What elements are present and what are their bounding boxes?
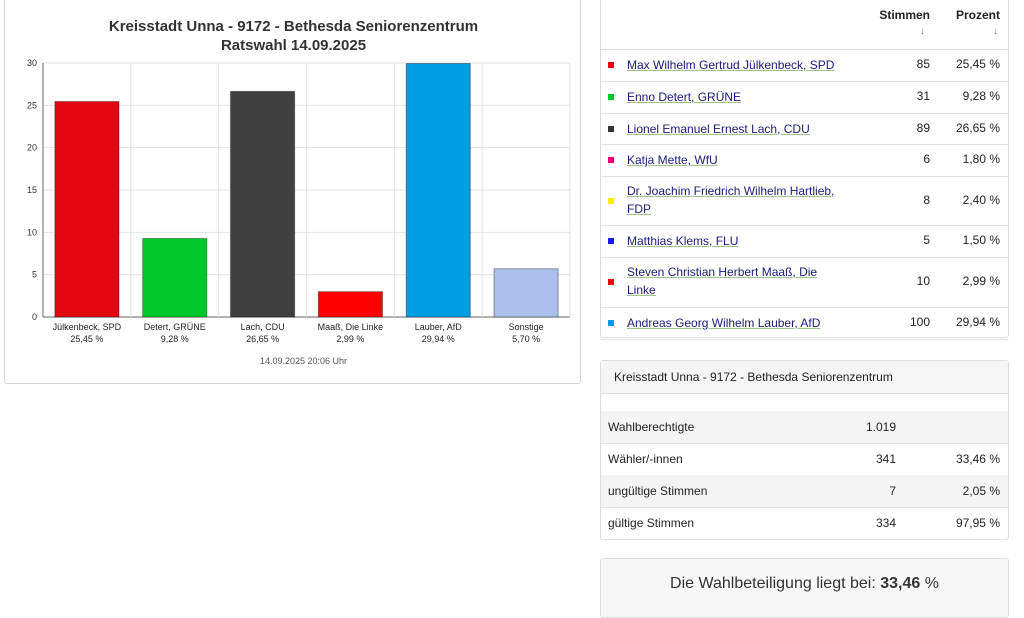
candidate-link[interactable]: Lionel Emanuel Ernest Lach, CDU: [627, 121, 810, 136]
x-tick-label: Lach, CDU: [241, 322, 285, 332]
party-color-swatch: [608, 157, 614, 163]
bar-value-label: 5,70 %: [512, 334, 540, 344]
y-tick-label: 10: [27, 227, 37, 237]
y-tick-label: 0: [32, 312, 37, 322]
chart-timestamp: 14.09.2025 20:06 Uhr: [259, 356, 348, 366]
results-header: Stimmen Prozent ↓ ↓: [601, 0, 1008, 50]
result-row: Matthias Klems, FLU 5 1,50 %: [601, 225, 1008, 258]
stats-panel: Kreisstadt Unna - 9172 - Bethesda Senior…: [600, 360, 1009, 540]
party-color-swatch: [608, 238, 614, 244]
result-row: Max Wilhelm Gertrud Jülkenbeck, SPD 85 25,…: [601, 49, 1008, 82]
bar: [405, 63, 471, 318]
bar-value-label: 25,45 %: [70, 334, 103, 344]
candidate-votes: 6: [923, 152, 930, 166]
result-row: Katja Mette, WfU 6 1,80 %: [601, 144, 1008, 177]
candidate-percent: 1,80 %: [962, 152, 1000, 166]
stats-value: 341: [875, 452, 896, 466]
chart-title: Kreisstadt Unna - 9172 - Bethesda Senior…: [5, 17, 582, 55]
bar: [230, 90, 296, 318]
candidate-link[interactable]: Matthias Klems, FLU: [627, 234, 739, 248]
chart-title-line1: Kreisstadt Unna - 9172 - Bethesda Senior…: [108, 18, 479, 35]
result-row: Enno Detert, GRÜNE 31 9,28 %: [601, 81, 1008, 114]
candidate-link[interactable]: Katja Mette, WfU: [627, 153, 718, 167]
bar-value-label: 29,94 %: [422, 334, 455, 344]
candidate-link[interactable]: Max Wilhelm Gertrud Jülkenbeck, SPD: [627, 58, 835, 72]
stats-label: Wahlberechtigte: [608, 420, 695, 434]
candidate-votes: 31: [916, 89, 930, 103]
y-tick-label: 20: [27, 143, 37, 153]
bar-value-label: 26,65 %: [246, 334, 279, 344]
stats-row: gültige Stimmen 334 97,95 %: [601, 507, 1008, 540]
chart-panel: Kreisstadt Unna - 9172 - Bethesda Senior…: [4, 0, 581, 384]
stats-row: ungültige Stimmen 7 2,05 %: [601, 475, 1008, 508]
x-tick-label: Jülkenbeck, SPD: [53, 322, 122, 332]
turnout-box: Die Wahlbeteiligung liegt bei: 33,46 %: [600, 558, 1009, 618]
candidate-votes: 8: [923, 192, 930, 207]
stats-percent: 2,05 %: [962, 484, 1000, 498]
candidate-link[interactable]: Steven Christian Herbert Maaß, Die Linke: [627, 265, 818, 297]
result-row: Steven Christian Herbert Maaß, Die Linke…: [601, 257, 1008, 308]
candidate-votes: 85: [916, 57, 930, 71]
party-color-swatch: [608, 62, 614, 68]
candidate-percent: 25,45 %: [955, 57, 1000, 71]
y-tick-label: 25: [27, 100, 37, 110]
stats-value: 334: [875, 516, 896, 530]
x-tick-label: Sonstige: [509, 322, 544, 332]
stats-title: Kreisstadt Unna - 9172 - Bethesda Senior…: [601, 361, 1008, 394]
stats-percent: 33,46 %: [955, 452, 1000, 466]
candidate-percent: 2,40 %: [962, 192, 1000, 207]
stats-label: ungültige Stimmen: [608, 484, 708, 498]
bar-value-label: 9,28 %: [161, 334, 189, 344]
x-tick-label: Lauber, AfD: [415, 322, 463, 332]
party-color-swatch: [608, 125, 614, 132]
col-percent-header[interactable]: Prozent: [955, 8, 1000, 22]
bar: [54, 101, 120, 318]
x-tick-label: Detert, GRÜNE: [144, 322, 206, 332]
turnout-value: 33,46: [880, 575, 921, 592]
stats-row: Wahlberechtigte 1.019: [601, 411, 1008, 444]
turnout-unit: %: [924, 575, 939, 592]
candidate-link[interactable]: Dr. Joachim Friedrich Wilhelm Hartlieb, …: [627, 184, 835, 216]
candidate-link[interactable]: Enno Detert, GRÜNE: [627, 90, 742, 104]
result-row: Dr. Joachim Friedrich Wilhelm Hartlieb, …: [601, 176, 1008, 226]
candidate-votes: 5: [923, 233, 930, 247]
chart-title-line2: Ratswahl 14.09.2025: [220, 37, 367, 54]
results-table: Stimmen Prozent ↓ ↓ Max Wilhelm Gertrud …: [600, 0, 1009, 340]
bar-chart: 0 5 10 15 20 25 30 Jülkenbeck, SPD 25,45 % Detert…: [27, 58, 571, 344]
result-row: Lionel Emanuel Ernest Lach, CDU 89 26,65 %: [601, 113, 1008, 145]
y-tick-label: 15: [27, 185, 37, 195]
stats-value: 1.019: [865, 420, 896, 434]
sort-arrow-icon[interactable]: ↓: [993, 26, 998, 37]
candidate-percent: 29,94 %: [955, 315, 1000, 329]
party-color-swatch: [608, 320, 614, 326]
party-color-swatch: [608, 197, 614, 204]
turnout-label: Die Wahlbeteiligung liegt bei:: [670, 575, 876, 592]
candidate-votes: 10: [916, 274, 930, 288]
candidate-percent: 2,99 %: [962, 274, 1000, 288]
candidate-votes: 89: [916, 120, 930, 135]
y-tick-label: 5: [32, 270, 37, 280]
bar: [142, 237, 208, 318]
stats-row: Wähler/-innen 341 33,46 %: [601, 443, 1008, 476]
candidate-percent: 1,50 %: [962, 233, 1000, 247]
stats-label: gültige Stimmen: [608, 516, 695, 530]
party-color-swatch: [608, 94, 614, 100]
candidate-percent: 26,65 %: [955, 120, 1000, 135]
col-votes-header[interactable]: Stimmen: [879, 8, 930, 22]
party-color-swatch: [608, 279, 614, 285]
candidate-percent: 9,28 %: [962, 89, 1000, 103]
stats-value: 7: [889, 484, 896, 498]
stats-label: Wähler/-innen: [608, 452, 683, 466]
x-tick-label: Maaß, Die Linke: [318, 322, 384, 332]
stats-percent: 97,95 %: [955, 516, 1000, 530]
bar-value-label: 2,99 %: [336, 334, 364, 344]
bar: [317, 291, 383, 318]
sort-arrow-icon[interactable]: ↓: [920, 26, 925, 37]
result-row: Andreas Georg Wilhelm Lauber, AfD 100 29,9…: [601, 307, 1008, 340]
candidate-link[interactable]: Andreas Georg Wilhelm Lauber, AfD: [627, 316, 821, 330]
candidate-votes: 100: [909, 315, 930, 329]
y-tick-label: 30: [27, 58, 37, 68]
bar: [493, 268, 559, 318]
